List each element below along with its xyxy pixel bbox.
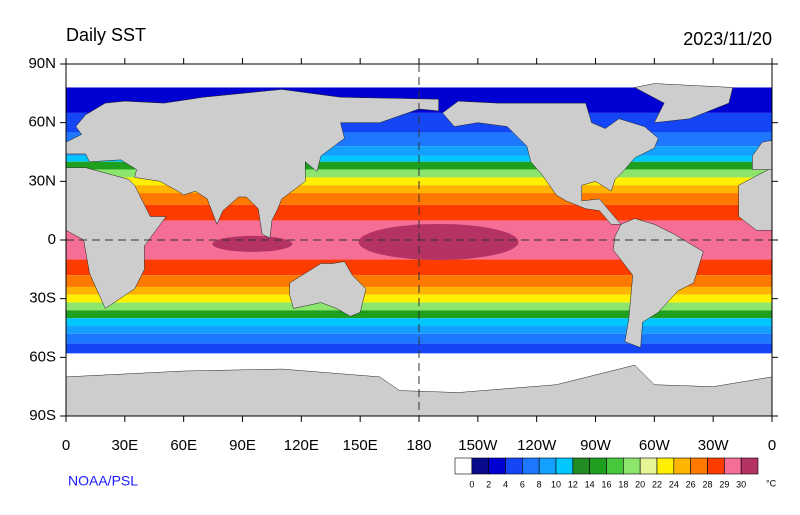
land (612, 218, 704, 348)
colorbar-swatch (623, 457, 641, 475)
sst-band (66, 259, 772, 276)
colorbar-label: 10 (551, 479, 561, 489)
colorbar-label: 22 (652, 479, 662, 489)
colorbar-label: 0 (469, 479, 474, 489)
x-tick-label: 90W (580, 437, 612, 454)
colorbar-swatch (639, 457, 658, 475)
credit: NOAA/PSL (68, 473, 138, 489)
x-tick-label: 60W (639, 437, 671, 454)
x-tick-label: 0 (62, 437, 70, 454)
y-tick-label: 30N (28, 172, 56, 189)
sst-band (66, 302, 772, 311)
y-tick-label: 60N (28, 114, 56, 131)
land (289, 261, 367, 317)
y-tick-label: 30S (29, 290, 56, 307)
colorbar-label: 12 (568, 479, 578, 489)
colorbar-swatch (454, 457, 473, 475)
colorbar-label: 26 (686, 479, 696, 489)
colorbar-label: 8 (537, 479, 542, 489)
colorbar-label: 2 (486, 479, 491, 489)
x-tick-label: 150E (343, 437, 378, 454)
colorbar-swatch (707, 457, 725, 475)
sst-band (66, 146, 772, 156)
x-tick-label: 90E (229, 437, 256, 454)
colorbar-swatch (522, 457, 540, 475)
land (752, 140, 772, 170)
sst-band (66, 64, 772, 88)
colorbar-label: 4 (503, 479, 508, 489)
x-tick-label: 30W (698, 437, 730, 454)
colorbar-label: 6 (520, 479, 525, 489)
date: 2023/11/20 (683, 29, 772, 49)
land (66, 364, 772, 416)
sst-band (66, 343, 772, 354)
land (738, 167, 772, 231)
colorbar-swatch (589, 457, 607, 475)
warm-pool (212, 235, 293, 252)
x-tick-label: 120E (284, 437, 319, 454)
land (66, 89, 439, 239)
colorbar-label: 16 (601, 479, 611, 489)
x-tick-label: 60E (170, 437, 197, 454)
colorbar-swatch (673, 457, 691, 475)
sst-band (66, 318, 772, 327)
colorbar-swatch (690, 457, 708, 475)
x-tick-label: 0 (768, 437, 776, 454)
x-tick-label: 180 (406, 437, 431, 454)
colorbar-label: 29 (719, 479, 729, 489)
colorbar-label: 30 (736, 479, 746, 489)
y-tick-label: 60S (29, 348, 56, 365)
colorbar-swatch (656, 457, 675, 475)
colorbar-label: 28 (702, 479, 712, 489)
warm-pool (358, 223, 519, 260)
colorbar-swatch (538, 457, 557, 475)
colorbar-swatch (740, 457, 759, 475)
x-tick-label: 30E (111, 437, 138, 454)
colorbar-swatch (488, 457, 506, 475)
colorbar-swatch (724, 457, 742, 475)
colorbar-unit: °C (766, 478, 777, 488)
colorbar-label: 14 (585, 479, 595, 489)
sst-band (66, 161, 772, 170)
colorbar-swatch (471, 457, 489, 475)
land (66, 167, 167, 309)
colorbar-label: 24 (669, 479, 679, 489)
colorbar-label: 18 (618, 479, 628, 489)
land (442, 100, 659, 225)
sst-band (66, 185, 772, 194)
sst-band (66, 275, 772, 287)
y-tick-label: 90N (28, 55, 56, 72)
colorbar-swatch (572, 457, 590, 475)
colorbar-swatch (606, 457, 624, 475)
x-tick-label: 150W (458, 437, 498, 454)
y-tick-label: 90S (29, 407, 56, 424)
colorbar-swatch (505, 457, 523, 475)
title: Daily SST (66, 25, 146, 45)
colorbar-label: 20 (635, 479, 645, 489)
land (633, 83, 734, 123)
y-tick-label: 0 (48, 231, 56, 248)
x-tick-label: 120W (517, 437, 557, 454)
colorbar-swatch (555, 457, 574, 475)
